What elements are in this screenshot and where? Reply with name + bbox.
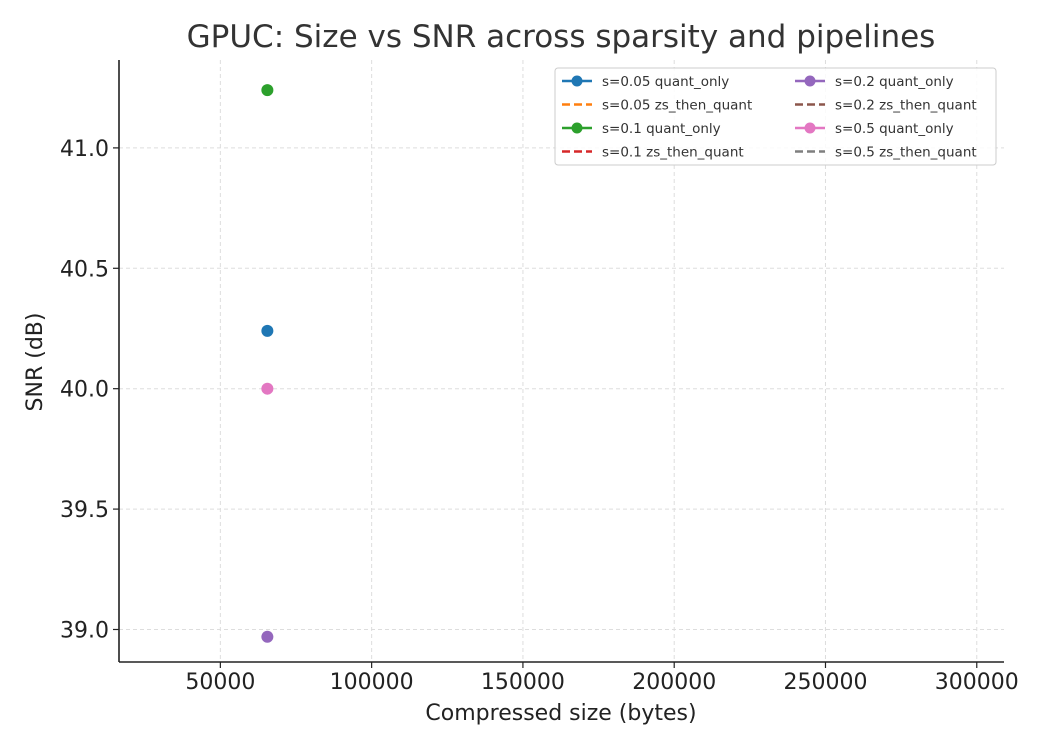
data-point [261,630,274,643]
y-ticks: 39.0 39.5 40.0 40.5 41.0 [60,137,119,643]
x-tick-label: 150000 [481,670,565,695]
y-tick-label: 39.5 [60,498,109,523]
legend-item: s=0.05 zs_then_quant [562,98,752,114]
axes [118,60,1004,663]
legend-label: s=0.2 quant_only [835,74,954,90]
legend-item: s=0.5 zs_then_quant [795,145,977,161]
legend-item: s=0.2 zs_then_quant [795,98,977,114]
legend-item: s=0.5 quant_only [795,121,954,137]
data-point [261,84,274,97]
x-axis-label: Compressed size (bytes) [425,701,696,726]
x-ticks: 50000 100000 150000 200000 250000 300000 [185,662,1019,695]
x-tick-label: 300000 [935,670,1019,695]
chart-title: GPUC: Size vs SNR across sparsity and pi… [187,19,936,55]
legend: s=0.05 quant_only s=0.05 zs_then_quant s=0… [554,67,997,166]
legend-frame [554,67,997,166]
data-point [261,382,274,395]
y-tick-label: 40.0 [60,378,109,403]
legend-marker [804,122,816,134]
data-points [261,84,274,643]
y-tick-label: 39.0 [60,618,109,643]
legend-label: s=0.5 quant_only [835,121,954,137]
y-tick-label: 41.0 [60,137,109,162]
legend-label: s=0.05 quant_only [602,74,729,90]
legend-item: s=0.05 quant_only [562,74,729,90]
legend-label: s=0.2 zs_then_quant [835,98,977,114]
y-tick-label: 40.5 [60,257,109,282]
legend-label: s=0.05 zs_then_quant [602,98,752,114]
data-point [261,324,274,337]
legend-item: s=0.1 zs_then_quant [562,145,744,161]
legend-marker [571,122,583,134]
x-tick-label: 50000 [185,670,255,695]
legend-marker [571,75,583,87]
x-tick-label: 200000 [632,670,716,695]
legend-label: s=0.1 quant_only [602,121,721,137]
legend-marker [804,75,816,87]
legend-label: s=0.1 zs_then_quant [602,145,744,161]
legend-item: s=0.2 quant_only [795,74,954,90]
legend-item: s=0.1 quant_only [562,121,721,137]
x-tick-label: 100000 [330,670,414,695]
legend-label: s=0.5 zs_then_quant [835,145,977,161]
y-axis-label: SNR (dB) [23,313,48,412]
x-tick-label: 250000 [783,670,867,695]
